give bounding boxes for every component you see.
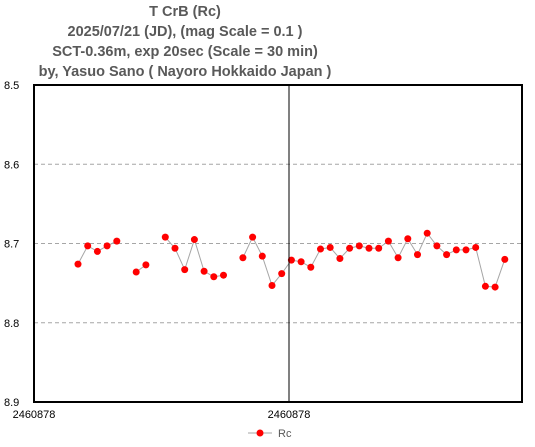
y-tick-label: 8.8 — [4, 318, 19, 330]
x-tick-label: 2460878 — [268, 409, 311, 421]
data-point — [239, 254, 247, 262]
data-point — [297, 258, 305, 266]
y-tick-label: 8.9 — [4, 397, 19, 409]
title-line-2: 2025/07/21 (JD), (mag Scale = 0.1 ) — [67, 24, 303, 40]
data-point — [501, 255, 509, 263]
y-axis-ticks: 8.5 8.6 8.7 8.8 8.9 — [4, 80, 19, 409]
data-point — [190, 236, 198, 244]
data-point — [132, 268, 140, 276]
data-point — [404, 235, 412, 243]
grid-lines — [34, 163, 522, 324]
data-point — [472, 243, 480, 251]
data-point — [268, 282, 276, 290]
data-point — [326, 243, 334, 251]
data-point — [220, 271, 227, 279]
data-point — [84, 242, 92, 250]
data-point — [423, 229, 431, 237]
series-line-segment — [242, 232, 506, 288]
y-tick-label: 8.7 — [4, 239, 19, 251]
data-point — [414, 251, 421, 259]
data-point — [258, 252, 266, 260]
data-point — [103, 242, 111, 250]
chart-title: T CrB (Rc) 2025/07/21 (JD), (mag Scale =… — [0, 2, 370, 82]
legend: Rc — [248, 428, 292, 440]
data-point — [462, 246, 470, 254]
data-point — [200, 267, 208, 275]
legend-label: Rc — [278, 428, 292, 440]
data-point — [142, 261, 150, 269]
data-point — [365, 244, 373, 252]
data-point — [278, 270, 286, 278]
data-point — [336, 255, 344, 263]
data-point — [307, 263, 315, 271]
title-line-1: T CrB (Rc) — [149, 4, 221, 20]
legend-marker — [256, 429, 264, 437]
x-tick-label: 2460878 — [13, 409, 56, 421]
series-rc — [74, 229, 509, 291]
plot-frame — [33, 84, 523, 403]
data-point — [74, 260, 82, 268]
data-point — [171, 244, 179, 252]
data-point — [481, 282, 489, 290]
y-tick-label: 8.6 — [4, 159, 19, 171]
data-point — [384, 237, 392, 245]
data-point — [433, 242, 441, 250]
data-point — [161, 233, 169, 241]
data-point — [93, 247, 101, 255]
data-point — [317, 245, 324, 253]
data-point — [452, 246, 460, 254]
data-point — [249, 233, 257, 241]
data-point — [394, 254, 402, 262]
data-point — [346, 244, 354, 252]
data-point — [113, 237, 121, 245]
data-point — [375, 244, 383, 252]
data-point — [210, 273, 218, 281]
title-line-3: SCT-0.36m, exp 20sec (Scale = 30 min) — [52, 44, 318, 60]
data-point — [491, 283, 499, 291]
data-point — [355, 242, 363, 250]
data-point — [287, 256, 295, 264]
x-axis-ticks: 2460878 2460878 — [13, 409, 311, 421]
y-tick-label: 8.5 — [4, 80, 19, 92]
title-line-4: by, Yasuo Sano ( Nayoro Hokkaido Japan ) — [38, 64, 332, 80]
data-point — [181, 266, 189, 274]
data-point — [443, 251, 451, 259]
